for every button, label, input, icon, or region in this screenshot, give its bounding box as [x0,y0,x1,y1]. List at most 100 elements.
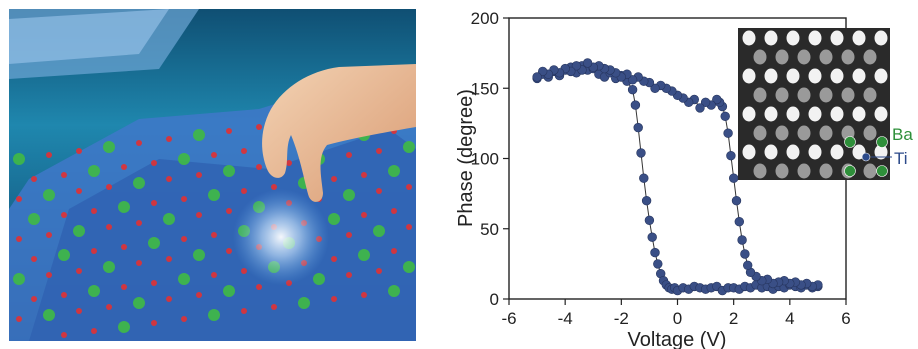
atom-column [808,68,822,84]
ba-atom [43,309,55,321]
oxygen-atom [136,140,142,146]
ba-atom [118,201,130,213]
x-tick-label: 4 [785,309,794,328]
x-axis-title: Voltage (V) [628,329,727,349]
data-point [740,249,750,259]
atom-column [874,144,888,160]
y-tick-label: 100 [471,150,499,169]
light-burst [233,189,329,285]
ti-atom-marker [861,152,871,162]
x-tick-label: 2 [729,309,738,328]
atom-column [786,30,800,46]
ba-atom [118,321,130,333]
atom-column [874,68,888,84]
oxygen-atom [271,184,277,190]
ba-atom-marker [876,165,888,177]
data-point [743,260,753,270]
oxygen-atom [121,164,127,170]
oxygen-atom [76,188,82,194]
data-point [720,111,730,122]
oxygen-atom [61,212,67,218]
ba-atom [13,273,25,285]
ba-atom [403,261,415,273]
data-point [712,94,722,105]
oxygen-atom [406,184,412,190]
ba-atom [223,285,235,297]
oxygen-atom [151,280,157,286]
oxygen-atom [121,244,127,250]
atom-column [764,106,778,122]
atom-column [863,125,877,141]
oxygen-atom [211,152,217,158]
oxygen-atom [46,232,52,238]
data-point [630,100,641,110]
oxygen-atom [166,136,172,142]
oxygen-atom [331,256,337,262]
oxygen-atom [106,184,112,190]
oxygen-atom [256,164,262,170]
atom-column [753,87,767,103]
x-tick-label: 0 [673,309,682,328]
atom-column [786,144,800,160]
oxygen-atom [166,176,172,182]
ba-atom [88,285,100,297]
ba-atom [373,225,385,237]
oxygen-atom [16,196,22,202]
oxygen-atom [376,148,382,154]
data-point [650,83,660,94]
oxygen-atom [346,152,352,158]
stem-inset [738,28,892,180]
hysteresis-loop [532,58,823,296]
data-point [633,122,643,133]
data-point [627,75,638,85]
oxygen-atom [226,208,232,214]
ba-atom [343,189,355,201]
ba-atom [73,225,85,237]
ba-atom [298,297,310,309]
atom-column [841,49,855,65]
ba-atom [103,141,115,153]
data-point [644,215,655,226]
y-tick-label: 0 [490,290,499,309]
oxygen-atom [136,260,142,266]
ba-atom [313,273,325,285]
oxygen-atom [241,188,247,194]
oxygen-atom [151,320,157,326]
atom-column [786,68,800,84]
oxygen-atom [211,232,217,238]
data-point [647,232,657,242]
data-point [700,97,711,108]
inset-label-ti: Ti [894,149,908,168]
oxygen-atom [16,236,22,242]
oxygen-atom [196,172,202,178]
oxygen-atom [181,316,187,322]
oxygen-atom [241,148,247,154]
data-point [537,66,548,77]
oxygen-atom [61,292,67,298]
atom-column [786,106,800,122]
oxygen-atom [241,308,247,314]
oxygen-atom [391,248,397,254]
atom-column [863,49,877,65]
oxygen-atom [61,172,67,178]
oxygen-atom [31,176,37,182]
ba-atom [403,141,415,153]
atom-column [775,125,789,141]
data-point [582,58,593,68]
oxygen-atom [241,268,247,274]
ba-atom [208,309,220,321]
oxygen-atom [166,296,172,302]
oxygen-atom [46,152,52,158]
oxygen-atom [31,256,37,262]
ba-atom [88,165,100,177]
atom-column [742,144,756,160]
atom-column [753,163,767,179]
atom-column [841,87,855,103]
data-point [737,235,747,245]
atom-column [852,30,866,46]
oxygen-atom [181,196,187,202]
ba-atom-marker [844,165,856,177]
ba-atom [163,213,175,225]
oxygen-atom [331,176,337,182]
oxygen-atom [91,248,97,254]
